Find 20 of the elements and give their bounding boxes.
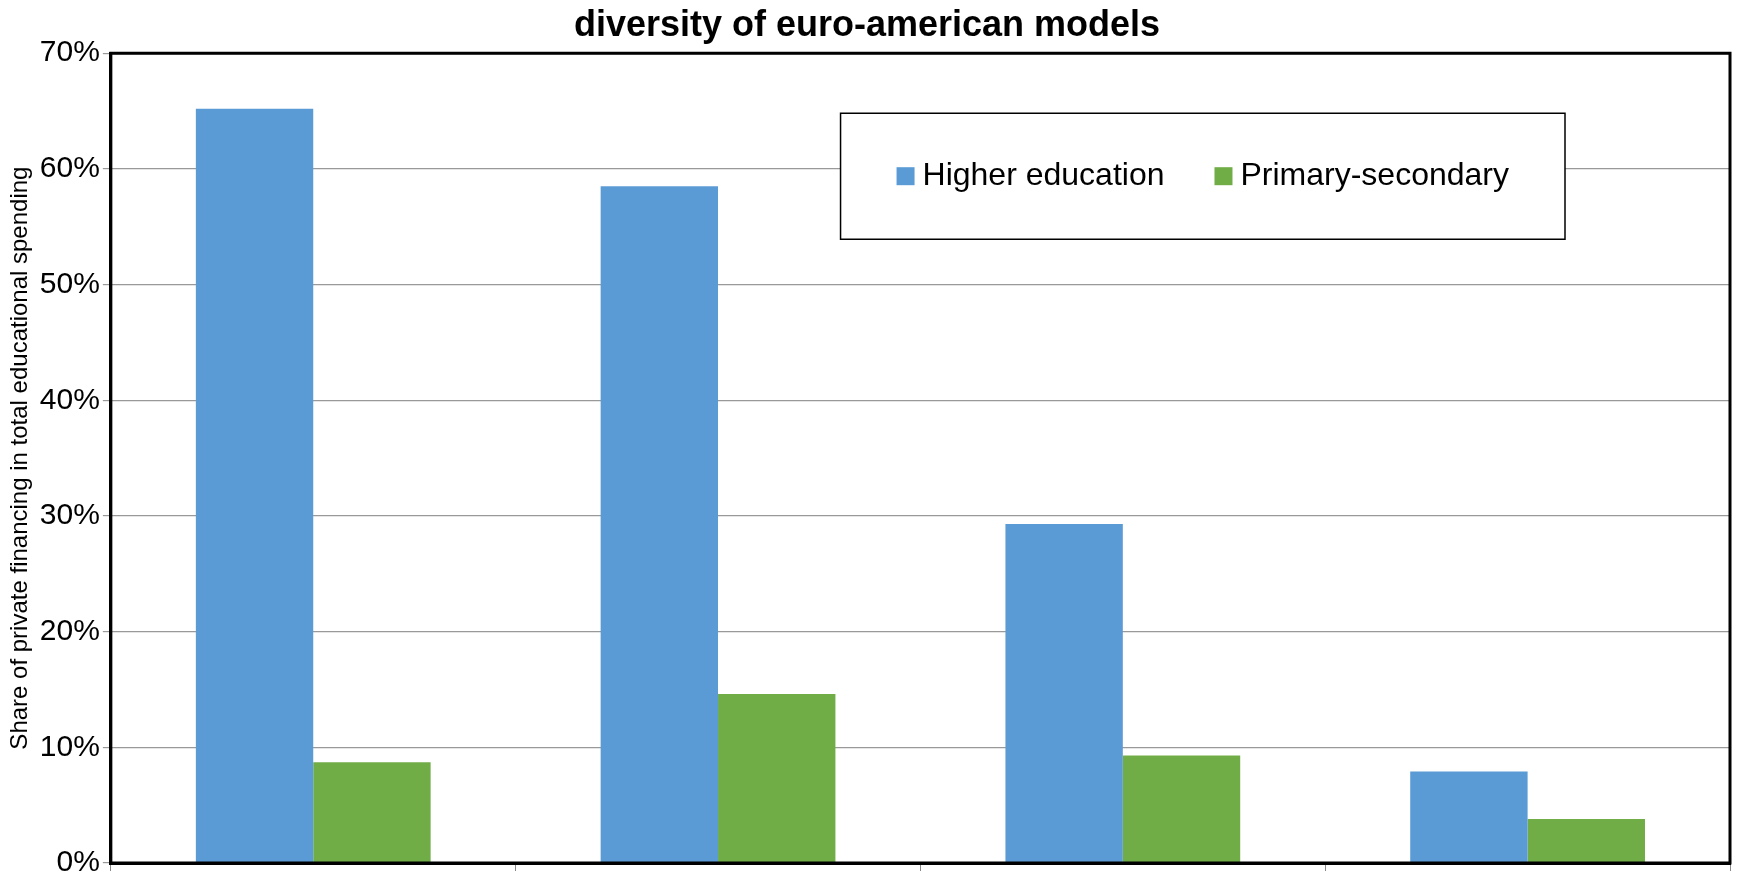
legend-label: Higher education xyxy=(922,156,1165,193)
bar xyxy=(718,694,836,863)
y-tick-label: 40% xyxy=(39,381,100,415)
y-tick-label: 10% xyxy=(39,728,100,762)
bar xyxy=(1122,755,1241,863)
y-tick-label: 0% xyxy=(56,844,100,878)
bar xyxy=(1527,819,1645,863)
bar xyxy=(313,762,431,863)
y-tick-label: 20% xyxy=(39,612,100,646)
y-axis-title: Share of private financing in total educational spending xyxy=(5,166,33,750)
y-tick-label: 70% xyxy=(39,34,100,68)
y-tick-label: 60% xyxy=(39,150,100,184)
chart-title: diversity of euro-american models xyxy=(573,2,1161,44)
legend-label: Primary-secondary xyxy=(1240,156,1509,193)
bar xyxy=(1410,771,1528,863)
y-tick-label: 30% xyxy=(39,497,100,531)
bar xyxy=(600,186,719,863)
bar xyxy=(195,108,314,863)
bar xyxy=(1005,524,1123,863)
y-tick-label: 50% xyxy=(39,265,100,299)
